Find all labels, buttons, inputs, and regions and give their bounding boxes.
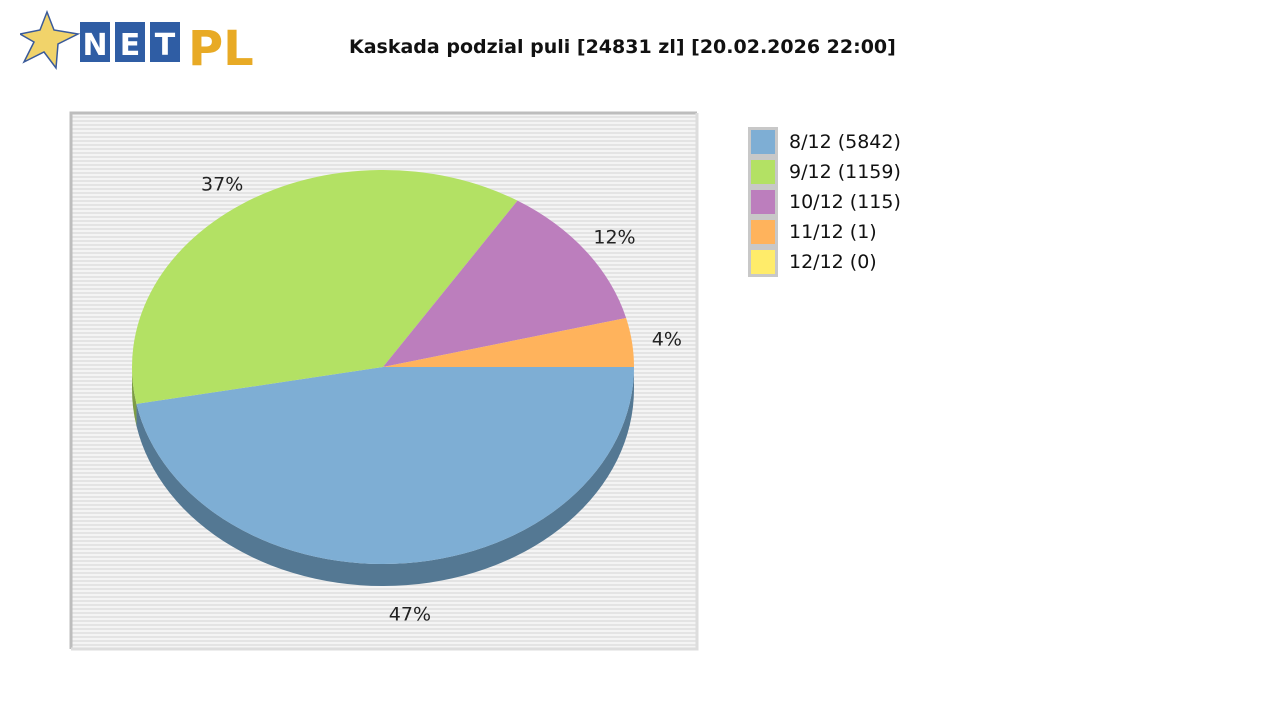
legend-item: 12/12 (0)	[748, 242, 901, 282]
pie-slice	[132, 169, 518, 404]
legend-label: 12/12 (0)	[789, 251, 877, 273]
svg-text:PL: PL	[188, 21, 254, 72]
plot-border-shadow	[71, 113, 699, 651]
legend-swatch	[748, 157, 778, 187]
chart-title: Kaskada podzial puli [24831 zl] [20.02.2…	[349, 36, 896, 58]
legend-item: 10/12 (115)	[748, 182, 901, 222]
pie-data-label: 47%	[389, 604, 431, 626]
legend-label: 10/12 (115)	[789, 191, 901, 213]
plot-border	[69, 111, 697, 649]
legend-swatch	[748, 217, 778, 247]
legend-label: 9/12 (1159)	[789, 161, 901, 183]
pie-slice	[383, 200, 627, 367]
legend-item: 9/12 (1159)	[748, 152, 901, 192]
legend-swatch	[748, 127, 778, 157]
pie-slice	[136, 367, 634, 565]
legend-item: 8/12 (5842)	[748, 122, 901, 162]
pie-data-label: 12%	[593, 226, 635, 248]
legend-swatch	[748, 187, 778, 217]
legend-swatch	[748, 247, 778, 277]
legend-label: 8/12 (5842)	[789, 131, 901, 153]
star-icon	[20, 10, 81, 71]
netpl-logo: N E T PL	[20, 10, 254, 72]
legend-item: 11/12 (1)	[748, 212, 901, 252]
svg-text:T: T	[155, 28, 176, 63]
pie-slice-side	[132, 367, 137, 426]
svg-text:E: E	[120, 28, 141, 63]
legend: 8/12 (5842) 9/12 (1159) 10/12 (115) 11/12 (…	[748, 122, 901, 282]
pie-data-label: 4%	[652, 328, 682, 350]
pie-data-label: 37%	[201, 174, 243, 196]
legend-label: 11/12 (1)	[789, 221, 877, 243]
pie-slice	[383, 318, 634, 367]
svg-text:N: N	[82, 28, 107, 63]
